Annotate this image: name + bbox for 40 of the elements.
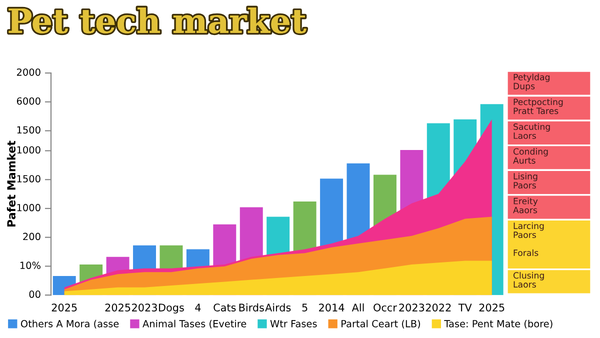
text: 1000 bbox=[17, 146, 40, 154]
text: 6000 bbox=[16, 97, 40, 105]
x-tick-label: Cats bbox=[214, 304, 236, 312]
x-tick-label: All bbox=[352, 303, 364, 312]
x-tick-label: Occr bbox=[374, 304, 397, 312]
legend-label: Tase: Pent Mate (bore) bbox=[444, 320, 552, 329]
x-tick-label: 4 bbox=[195, 304, 201, 312]
x-tick-label: 2025 bbox=[52, 304, 77, 312]
legend-label: Animal Tases (Evetire bbox=[142, 320, 246, 329]
x-tick-label: 2023 bbox=[399, 304, 424, 312]
text: 10% bbox=[20, 262, 40, 270]
text: Clusing Laors bbox=[513, 272, 544, 288]
x-tick-label: Birds bbox=[239, 303, 264, 312]
text: Sacuting Laors bbox=[514, 123, 550, 139]
text: 2000 bbox=[16, 68, 40, 76]
x-tick-label: 2022 bbox=[426, 304, 451, 312]
y-axis-title: Pafet Mamket bbox=[6, 140, 16, 227]
x-tick-label: Airds bbox=[265, 303, 291, 312]
text: Pectpocting Pratt Tares bbox=[514, 98, 563, 114]
x-tick-label: 2023 bbox=[132, 304, 157, 312]
x-tick-label: 2014 bbox=[319, 304, 344, 312]
text: Petyldag Dups bbox=[514, 74, 550, 92]
legend-label: Others A Mora (asse bbox=[20, 320, 119, 329]
chart-title: Pet tech market bbox=[8, 8, 306, 34]
text: 1000 bbox=[17, 204, 40, 212]
x-tick-label: Dogs bbox=[159, 304, 184, 314]
x-tick-label: TV bbox=[458, 304, 472, 312]
text: 200 bbox=[23, 232, 40, 240]
x-tick-label: 5 bbox=[302, 304, 308, 312]
text: Ereity Aaors bbox=[513, 198, 538, 214]
x-tick-label: 2025 bbox=[105, 304, 130, 312]
text: 00 bbox=[29, 290, 40, 298]
text: Lising Paors bbox=[514, 172, 538, 188]
text: 1500 bbox=[17, 175, 40, 182]
text: Conding Aurts bbox=[513, 148, 548, 164]
legend-label: Wtr Fases bbox=[270, 320, 317, 328]
legend-label: Partal Ceart (LB) bbox=[342, 320, 420, 329]
text: 1500 bbox=[17, 126, 40, 134]
text: Larcing Paors Forals bbox=[514, 222, 544, 256]
x-tick-label: 2025 bbox=[479, 304, 504, 312]
